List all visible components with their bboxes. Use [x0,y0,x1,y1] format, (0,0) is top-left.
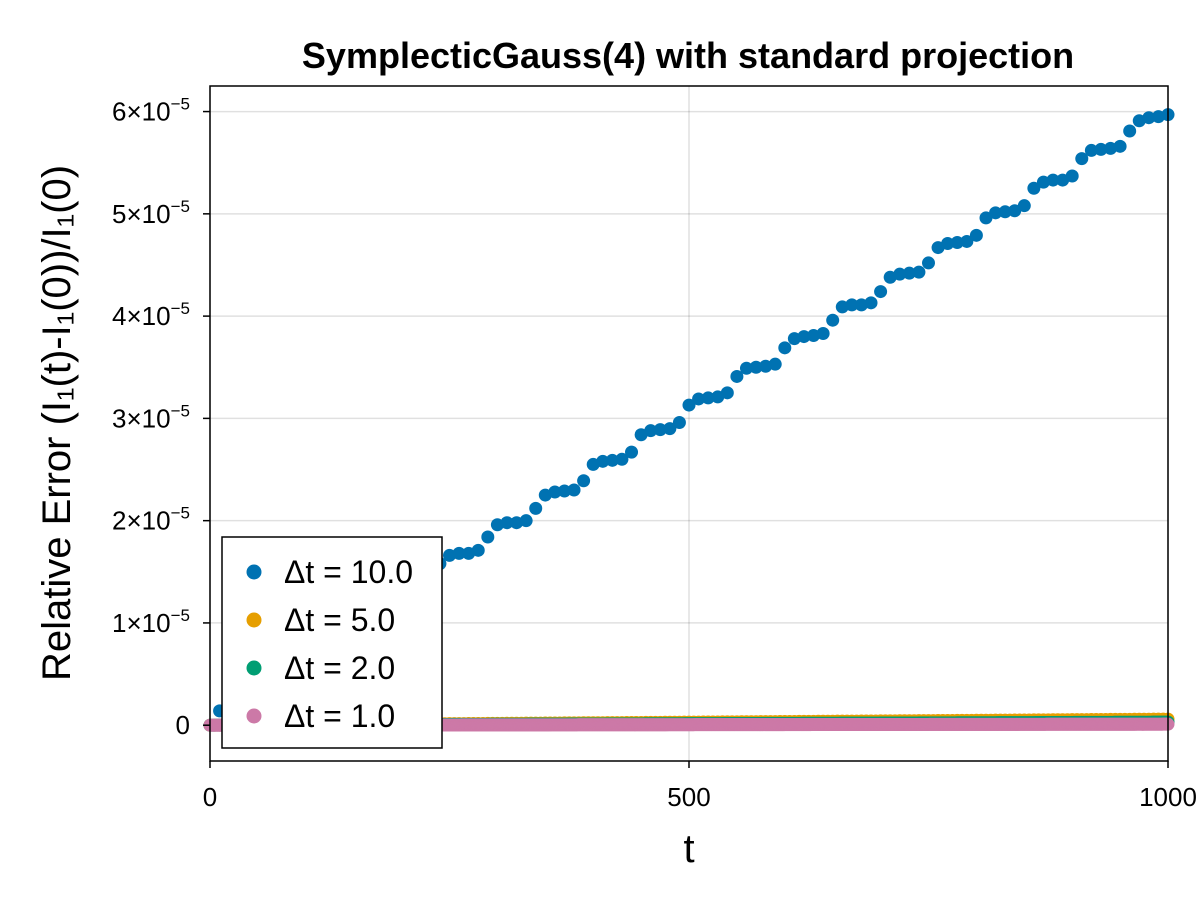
data-point [500,516,514,530]
chart-title: SymplecticGauss(4) with standard project… [302,35,1074,76]
y-axis: 01×10−52×10−53×10−54×10−55×10−56×10−5 [112,95,210,740]
data-point [1027,181,1041,195]
y-axis-label: Relative Error (I₁(t)-I₁(0))/I₁(0) [35,165,79,681]
data-point [692,392,706,406]
y-tick-label: 0 [176,710,190,740]
y-tick-mantissa: 3×10 [112,403,171,433]
y-tick-label: 2×10−5 [112,504,190,536]
data-point [663,422,677,436]
legend-label: Δt = 2.0 [284,650,395,686]
data-point [950,235,964,249]
data-point [615,452,629,466]
y-tick-mantissa: 5×10 [112,199,171,229]
data-point [730,369,744,383]
data-point [1123,124,1137,138]
legend-label: Δt = 10.0 [284,554,413,590]
data-point [1142,111,1156,125]
data-point [816,327,830,340]
x-tick-label: 0 [203,782,217,812]
y-tick-mantissa: 0 [176,710,190,740]
data-point [778,341,792,355]
y-tick-exponent: −5 [171,197,190,216]
data-point [1084,143,1098,157]
y-tick-exponent: −5 [171,299,190,318]
data-point [998,205,1012,219]
data-point [941,237,955,250]
data-point [519,514,533,528]
y-tick-exponent: −5 [171,504,190,523]
data-point [672,415,686,429]
x-tick-label: 500 [667,782,710,812]
data-point [605,453,619,467]
y-tick-mantissa: 4×10 [112,301,171,331]
x-axis: 0 500 1000 [203,761,1197,812]
data-point [1113,139,1127,153]
data-point [922,256,935,270]
data-point [481,530,495,544]
y-tick-label: 6×10−5 [112,95,190,127]
data-point [826,313,840,327]
data-point [1075,152,1089,166]
legend-marker [246,708,262,724]
data-point [701,391,715,405]
data-point [960,234,974,248]
legend-marker [246,660,262,676]
data-point [902,266,916,280]
data-point [989,206,1003,220]
data-point [653,423,667,437]
data-point [797,330,811,344]
data-point [969,228,983,242]
data-point [1094,142,1108,156]
x-tick-label: 1000 [1139,782,1197,812]
legend-label: Δt = 5.0 [284,602,395,638]
data-point [893,267,907,281]
data-point [912,265,926,279]
data-point [596,454,610,468]
data-point [845,298,859,312]
data-point [739,361,753,375]
data-point [874,285,888,299]
y-tick-mantissa: 2×10 [112,506,171,536]
y-tick-exponent: −5 [171,95,190,114]
y-tick-label: 5×10−5 [112,197,190,229]
data-point [682,398,696,412]
legend-marker [246,564,262,580]
data-point [979,211,993,225]
y-tick-label: 1×10−5 [112,606,190,638]
y-tick-exponent: −5 [171,401,190,420]
x-axis-label: t [683,827,694,871]
y-tick-mantissa: 1×10 [112,608,171,638]
data-point [1046,173,1060,187]
data-point [768,357,782,371]
legend-label: Δt = 1.0 [284,698,395,734]
legend-marker [246,612,262,628]
data-point [749,360,763,374]
data-point [577,474,591,488]
y-tick-label: 3×10−5 [112,401,190,433]
data-point [567,483,581,497]
y-tick-exponent: −5 [171,606,190,625]
data-point [452,546,466,560]
data-point [625,445,639,459]
data-point [557,484,571,498]
y-tick-mantissa: 6×10 [112,97,171,127]
data-point [1008,204,1022,218]
data-point [864,296,878,310]
data-point [529,501,543,515]
data-point [548,485,562,499]
legend: Δt = 10.0 Δt = 5.0 Δt = 2.0 Δt = 1.0 [221,536,443,749]
data-point [471,543,485,557]
data-point [720,386,734,400]
data-point [1017,199,1031,213]
y-tick-label: 4×10−5 [112,299,190,331]
data-point [644,424,658,438]
data-point [1065,169,1079,183]
